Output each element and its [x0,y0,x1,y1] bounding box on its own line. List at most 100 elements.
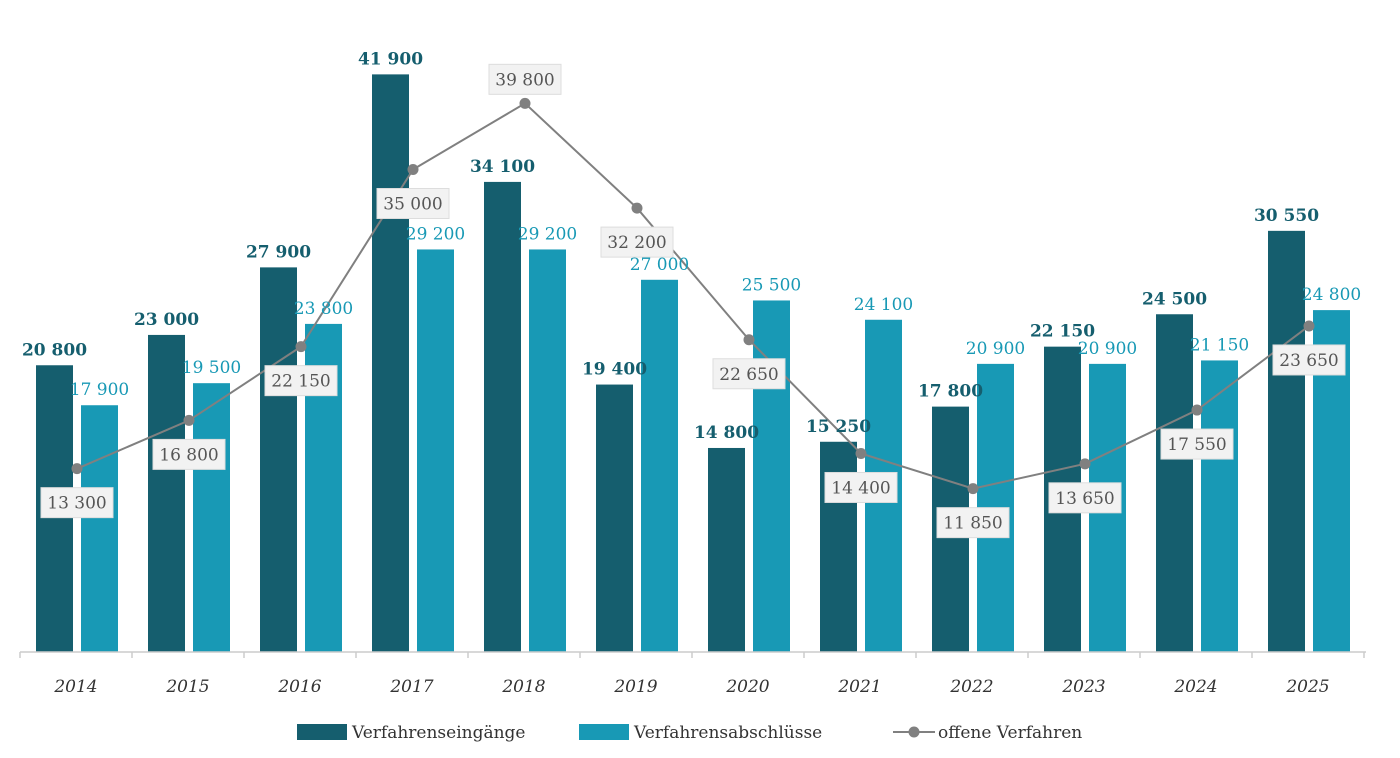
data-label-verfahrensabschluesse: 23 800 [294,299,353,319]
bar-verfahrensabschluesse [529,249,566,652]
line-point-offene-verfahren [71,463,83,475]
bar-verfahrensabschluesse [193,383,230,652]
bar-verfahrenseingaenge [148,334,185,652]
bar-verfahrenseingaenge [596,384,633,652]
line-point-offene-verfahren [407,164,419,175]
line-point-offene-verfahren [519,97,531,109]
data-label-verfahrensabschluesse: 17 900 [70,380,129,400]
data-label-offene-verfahren: 11 850 [943,514,1002,534]
x-tick-label: 2016 [277,677,321,697]
bar-verfahrensabschluesse [81,405,118,652]
x-tick-label: 2015 [165,677,209,697]
data-label-verfahrensabschluesse: 25 500 [742,275,801,295]
line-offene-verfahren [76,102,1310,490]
x-tick-label: 2023 [1061,677,1105,697]
line-point-offene-verfahren [631,202,643,214]
bar-verfahrensabschluesse [753,300,790,652]
line-point-offene-verfahren [1191,404,1203,416]
data-label-offene-verfahren: 13 300 [47,494,106,514]
bar-verfahrenseingaenge [1156,314,1193,652]
data-label-verfahrenseingaenge: 14 800 [694,423,759,443]
data-label-offene-verfahren: 22 650 [719,365,778,385]
line-layer: 13 300 16 800 22 150 35 000 39 800 32 200 22 6… [40,63,1346,539]
bar-verfahrenseingaenge [372,74,409,653]
legend-label-verfahrensabschluesse: Verfahrensabschlüsse [633,723,822,743]
data-label-verfahrenseingaenge: 17 800 [918,382,983,402]
line-point-offene-verfahren [855,447,867,459]
data-label-verfahrenseingaenge: 15 250 [806,417,871,437]
tick-marks [19,652,1365,658]
bar-verfahrensabschluesse [417,249,454,652]
x-tick-label: 2019 [613,677,657,697]
x-tick-label: 2014 [53,677,97,697]
x-tick-label: 2017 [389,677,433,697]
legend: Verfahrenseingänge Verfahrensabschlüsse of… [297,723,1082,743]
data-label-verfahrensabschluesse: 24 100 [854,295,913,315]
data-label-offene-verfahren: 39 800 [495,70,554,90]
line-label-box [152,438,226,470]
line-label-box [40,487,114,519]
data-label-offene-verfahren: 13 650 [1055,489,1114,509]
data-label-verfahrenseingaenge: 20 800 [22,340,87,360]
data-label-verfahrensabschluesse: 20 900 [1078,339,1137,359]
line-label-box [488,63,562,95]
bar-verfahrenseingaenge [260,267,297,652]
legend-swatch-verfahrenseingaenge [297,724,347,740]
line-point-offene-verfahren [743,334,755,346]
data-label-verfahrensabschluesse: 20 900 [966,339,1025,359]
data-label-verfahrenseingaenge: 41 900 [358,49,423,69]
data-label-verfahrensabschluesse: 27 000 [630,255,689,275]
data-label-verfahrenseingaenge: 23 000 [134,310,199,330]
x-tick-label: 2018 [501,677,545,697]
line-label-box [1048,482,1122,514]
data-label-offene-verfahren: 32 200 [607,233,666,253]
data-label-offene-verfahren: 23 650 [1279,351,1338,371]
line-point-offene-verfahren [1303,320,1315,332]
line-label-box [600,226,674,258]
data-label-verfahrensabschluesse: 29 200 [518,224,577,244]
data-label-verfahrensabschluesse: 21 150 [1190,335,1249,355]
data-label-verfahrenseingaenge: 27 900 [246,242,311,262]
data-label-verfahrensabschluesse: 29 200 [406,224,465,244]
bar-verfahrenseingaenge [708,447,745,652]
line-point-offene-verfahren [183,414,195,426]
legend-marker-offene-verfahren [908,726,920,738]
bar-verfahrensabschluesse [1201,360,1238,652]
line-label-box [376,188,450,219]
data-label-offene-verfahren: 35 000 [383,195,442,215]
line-point-offene-verfahren [295,341,307,353]
x-tick-label: 2021 [837,677,881,697]
x-tick-label: 2020 [725,677,769,697]
data-label-offene-verfahren: 17 550 [1167,435,1226,455]
line-label-box [712,358,786,390]
bar-verfahrenseingaenge [484,181,521,652]
data-label-offene-verfahren: 22 150 [271,372,330,392]
data-label-verfahrenseingaenge: 19 400 [582,360,647,380]
line-label-box [936,507,1010,539]
line-label-box [1160,428,1234,460]
data-label-verfahrenseingaenge: 34 100 [470,157,535,177]
line-label-box [264,365,338,397]
line-point-offene-verfahren [967,483,979,495]
data-label-verfahrensabschluesse: 19 500 [182,358,241,378]
data-label-offene-verfahren: 16 800 [159,445,218,465]
line-label-box [824,471,898,503]
x-tick-label: 2022 [949,677,993,697]
bars-layer [36,74,1350,653]
line-label-box [1272,344,1346,376]
legend-label-offene-verfahren: offene Verfahren [938,723,1082,743]
legend-label-verfahrenseingaenge: Verfahrenseingänge [351,723,526,743]
data-label-verfahrenseingaenge: 30 550 [1254,206,1319,226]
data-label-verfahrensabschluesse: 24 800 [1302,285,1361,305]
line-point-offene-verfahren [1079,458,1091,470]
x-tick-label: 2025 [1285,677,1329,697]
labels-layer: 20 800 17 900 2014 23 000 19 500 2015 27 900 23… [22,49,1361,697]
bar-verfahrensabschluesse [641,279,678,652]
data-label-offene-verfahren: 14 400 [831,478,890,498]
bar-verfahrenseingaenge [1268,230,1305,652]
data-label-verfahrenseingaenge: 22 150 [1030,322,1095,342]
data-label-verfahrenseingaenge: 24 500 [1142,289,1207,309]
x-tick-label: 2024 [1173,677,1217,697]
legend-swatch-verfahrensabschluesse [579,724,629,740]
